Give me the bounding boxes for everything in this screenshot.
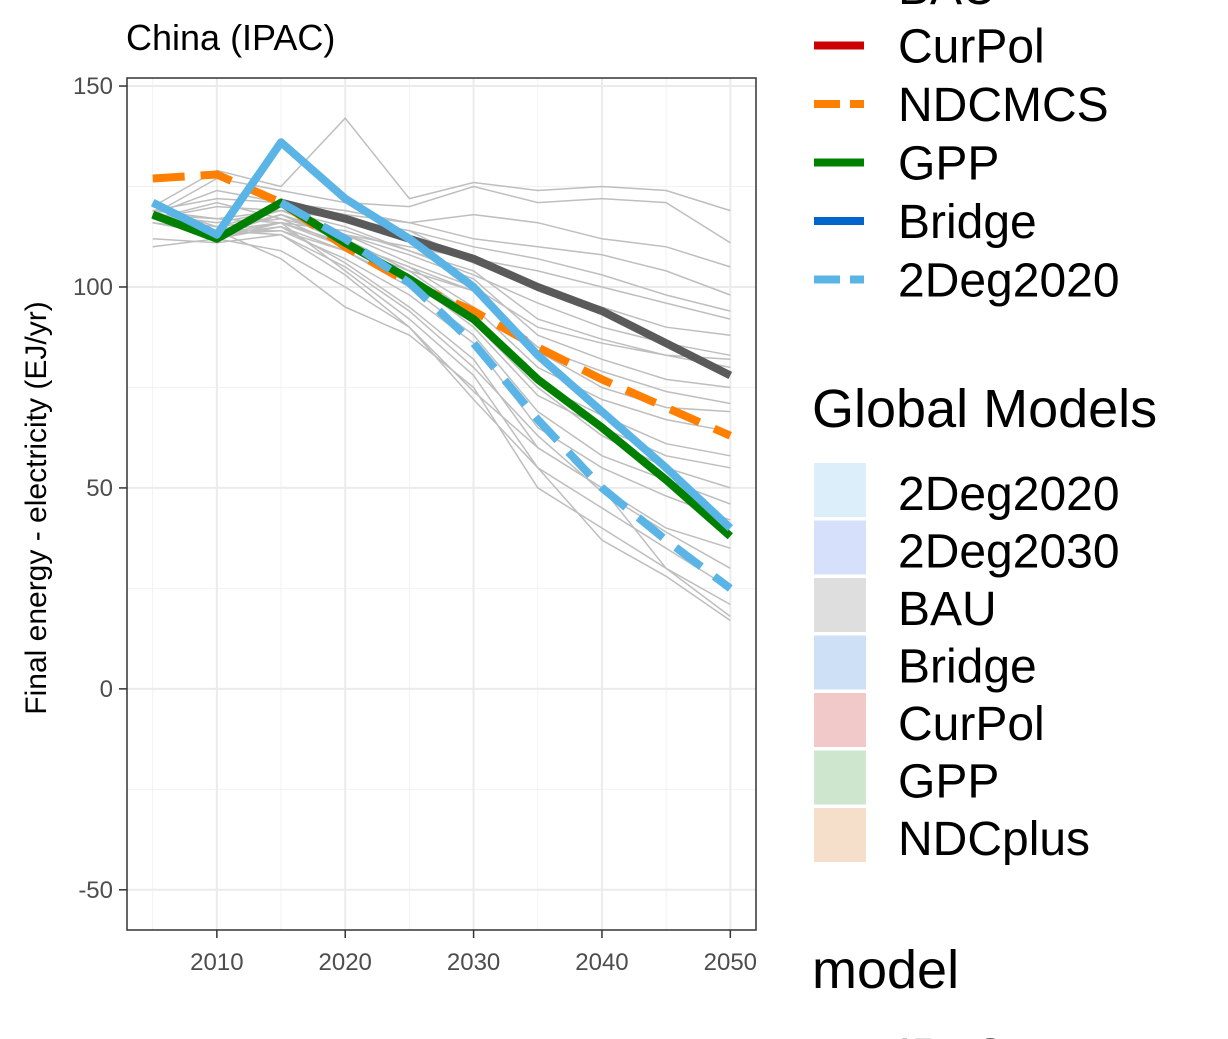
legend-title-global-models: Global Models: [812, 379, 1157, 439]
legend-key-swatch: [814, 578, 866, 632]
series-line-background: [152, 197, 731, 296]
legend-key-swatch: [814, 520, 866, 575]
series-line-background: [152, 217, 731, 549]
series-line-background: [152, 189, 731, 268]
legend-label: 2Deg2020: [898, 468, 1120, 521]
x-tick-label: 2050: [704, 949, 757, 976]
legend-label: GPP: [898, 138, 999, 191]
x-tick-label: 2020: [319, 949, 372, 976]
legend-label: CurPol: [898, 698, 1045, 751]
chart-title: China (IPAC): [126, 17, 335, 58]
legend-label: 2Deg2020: [898, 255, 1120, 308]
y-tick-label: -50: [78, 877, 113, 904]
plot-border: [126, 77, 757, 931]
legend-label: BAU: [898, 0, 997, 15]
legend-key-swatch: [814, 750, 866, 805]
legend-label: CurPol: [898, 21, 1045, 74]
legend-label: BAU: [898, 583, 997, 636]
series-layer: [150, 117, 734, 622]
y-tick-label: 100: [73, 274, 113, 301]
legend-label: NDCMCS: [898, 79, 1109, 132]
plot-area: 2010 2020 2030 2040 2050 -50 0 50 100 150: [73, 73, 757, 976]
legend-label: 2Deg2030: [898, 526, 1120, 579]
series-line-background: [152, 238, 731, 618]
series-line-background: [152, 233, 731, 622]
y-axis-label: Final energy - electricity (EJ/yr): [20, 301, 53, 714]
series-line-gpp: [151, 198, 733, 540]
y-tick-label: 0: [100, 676, 113, 703]
series-line-background: [152, 205, 731, 312]
series-line-bau: [280, 198, 733, 379]
legend-key-swatch: [814, 808, 866, 862]
legend-label: Bridge: [898, 196, 1037, 249]
series-line-background: [152, 117, 731, 212]
x-tick-label: 2040: [575, 949, 628, 976]
series-line-background: [152, 213, 731, 433]
legend-label: GPP: [898, 756, 999, 809]
series-line-2deg2020: [150, 138, 734, 532]
series-line-2deg2020: [279, 199, 733, 592]
legend: BAUCurPolNDCMCSGPPBridge2Deg2020Global M…: [812, 0, 1157, 1039]
plot-background: [127, 78, 756, 930]
y-tick-label: 50: [86, 475, 113, 502]
legend-key-swatch: [814, 635, 866, 690]
legend-key-swatch: [814, 463, 866, 517]
series-line-background: [152, 221, 731, 569]
legend-label: IPAC: [898, 1030, 1006, 1039]
legend-label: Bridge: [898, 641, 1037, 694]
legend-key-swatch: [814, 693, 866, 747]
x-tick-label: 2030: [447, 949, 500, 976]
legend-label: NDCplus: [898, 813, 1090, 866]
legend-title-model: model: [812, 940, 959, 1000]
x-tick-label: 2010: [190, 949, 243, 976]
y-tick-label: 150: [73, 73, 113, 100]
